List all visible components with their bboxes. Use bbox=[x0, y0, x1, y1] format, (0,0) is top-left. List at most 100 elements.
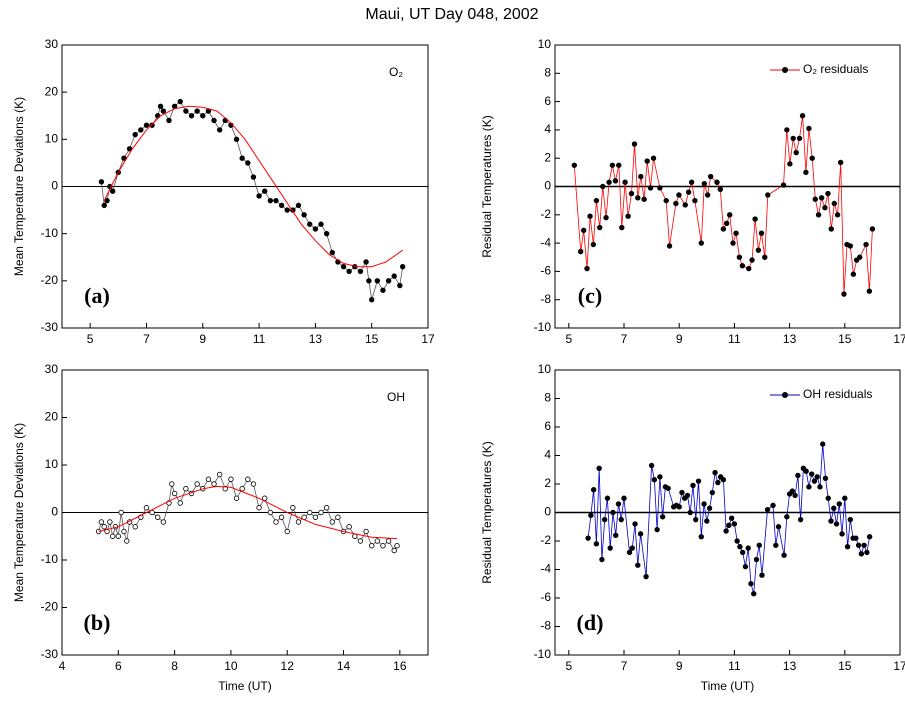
data-point bbox=[571, 162, 578, 168]
data-point bbox=[857, 254, 863, 260]
data-point bbox=[695, 478, 702, 484]
y-tick-label: -6 bbox=[540, 590, 551, 604]
x-tick-label: 15 bbox=[838, 332, 852, 346]
data-point bbox=[762, 254, 768, 260]
legend-label: OH residuals bbox=[803, 387, 872, 401]
data-point bbox=[828, 518, 834, 524]
y-tick-label: -10 bbox=[534, 647, 552, 661]
data-point bbox=[166, 117, 172, 124]
data-point bbox=[726, 522, 732, 529]
data-point bbox=[284, 528, 290, 535]
data-point bbox=[118, 509, 124, 516]
y-tick-label: -2 bbox=[540, 207, 551, 221]
annotation: O₂ bbox=[389, 65, 403, 79]
data-point bbox=[590, 241, 597, 248]
data-point bbox=[177, 500, 183, 506]
data-point bbox=[834, 212, 841, 218]
data-point bbox=[618, 516, 624, 523]
data-point bbox=[391, 273, 397, 279]
data-point bbox=[637, 531, 644, 537]
data-point bbox=[307, 509, 313, 516]
data-point bbox=[679, 489, 685, 496]
data-point bbox=[171, 490, 178, 497]
data-point bbox=[745, 545, 751, 551]
y-tick-label: 0 bbox=[51, 179, 58, 193]
data-point bbox=[318, 221, 324, 227]
data-point bbox=[676, 192, 682, 198]
y-tick-label: -6 bbox=[540, 264, 551, 278]
data-point bbox=[644, 158, 650, 164]
data-point bbox=[793, 149, 799, 156]
x-axis-label: Time (UT) bbox=[218, 679, 272, 693]
data-point bbox=[864, 549, 870, 556]
data-point bbox=[780, 182, 787, 188]
data-point bbox=[775, 524, 782, 530]
y-tick-label: -20 bbox=[41, 600, 59, 614]
data-point bbox=[837, 159, 844, 166]
data-point bbox=[651, 477, 658, 483]
y-tick-label: 6 bbox=[544, 94, 551, 108]
data-point bbox=[581, 227, 587, 234]
data-point bbox=[363, 528, 369, 535]
data-point bbox=[631, 141, 638, 147]
data-point bbox=[295, 202, 302, 209]
data-point bbox=[587, 213, 593, 219]
data-point bbox=[233, 495, 240, 501]
legend-marker bbox=[782, 67, 788, 73]
y-axis-label: Mean Temperature Deviations (K) bbox=[12, 97, 26, 276]
data-point bbox=[847, 516, 854, 523]
data-point bbox=[850, 271, 857, 277]
x-tick-label: 5 bbox=[87, 332, 94, 346]
y-tick-label: 8 bbox=[544, 65, 551, 79]
data-point bbox=[764, 506, 771, 513]
x-tick-label: 17 bbox=[421, 332, 435, 346]
data-point bbox=[600, 183, 606, 190]
data-point bbox=[701, 180, 708, 187]
data-point bbox=[318, 509, 324, 516]
data-point bbox=[169, 481, 175, 487]
data-point bbox=[245, 476, 251, 482]
legend-marker bbox=[782, 392, 788, 398]
data-point bbox=[366, 278, 372, 284]
panel-label: (d) bbox=[577, 610, 604, 635]
data-point bbox=[734, 538, 740, 544]
data-point bbox=[239, 486, 245, 492]
data-point bbox=[704, 192, 711, 198]
data-point bbox=[577, 248, 584, 255]
data-point bbox=[803, 169, 809, 176]
data-point bbox=[654, 526, 660, 533]
data-point bbox=[245, 160, 251, 166]
data-point bbox=[143, 505, 150, 511]
data-point bbox=[603, 214, 609, 221]
y-tick-label: 4 bbox=[544, 448, 551, 462]
x-tick-label: 17 bbox=[893, 332, 905, 346]
data-point bbox=[842, 495, 848, 501]
y-tick-label: 2 bbox=[544, 150, 551, 164]
y-tick-label: 10 bbox=[45, 457, 59, 471]
data-point bbox=[200, 113, 206, 119]
data-point bbox=[831, 200, 838, 207]
data-point bbox=[676, 504, 682, 510]
data-point bbox=[809, 155, 815, 161]
x-tick-label: 7 bbox=[143, 332, 150, 346]
data-point bbox=[727, 212, 733, 218]
x-tick-label: 11 bbox=[728, 332, 741, 346]
data-point bbox=[720, 477, 727, 483]
y-tick-label: 20 bbox=[45, 410, 59, 424]
data-point bbox=[755, 247, 762, 253]
data-point bbox=[748, 581, 754, 587]
annotation: OH bbox=[387, 390, 405, 404]
data-point bbox=[796, 135, 803, 142]
data-point bbox=[267, 197, 274, 204]
data-point bbox=[635, 562, 641, 568]
data-point bbox=[752, 216, 758, 222]
data-point bbox=[692, 197, 698, 204]
data-point bbox=[690, 482, 696, 489]
data-point bbox=[588, 512, 594, 519]
panel-label: (b) bbox=[84, 610, 111, 635]
data-point bbox=[839, 531, 845, 537]
y-tick-label: -8 bbox=[540, 292, 551, 306]
data-point bbox=[784, 514, 790, 520]
data-point bbox=[233, 136, 240, 143]
x-tick-label: 10 bbox=[224, 659, 238, 673]
